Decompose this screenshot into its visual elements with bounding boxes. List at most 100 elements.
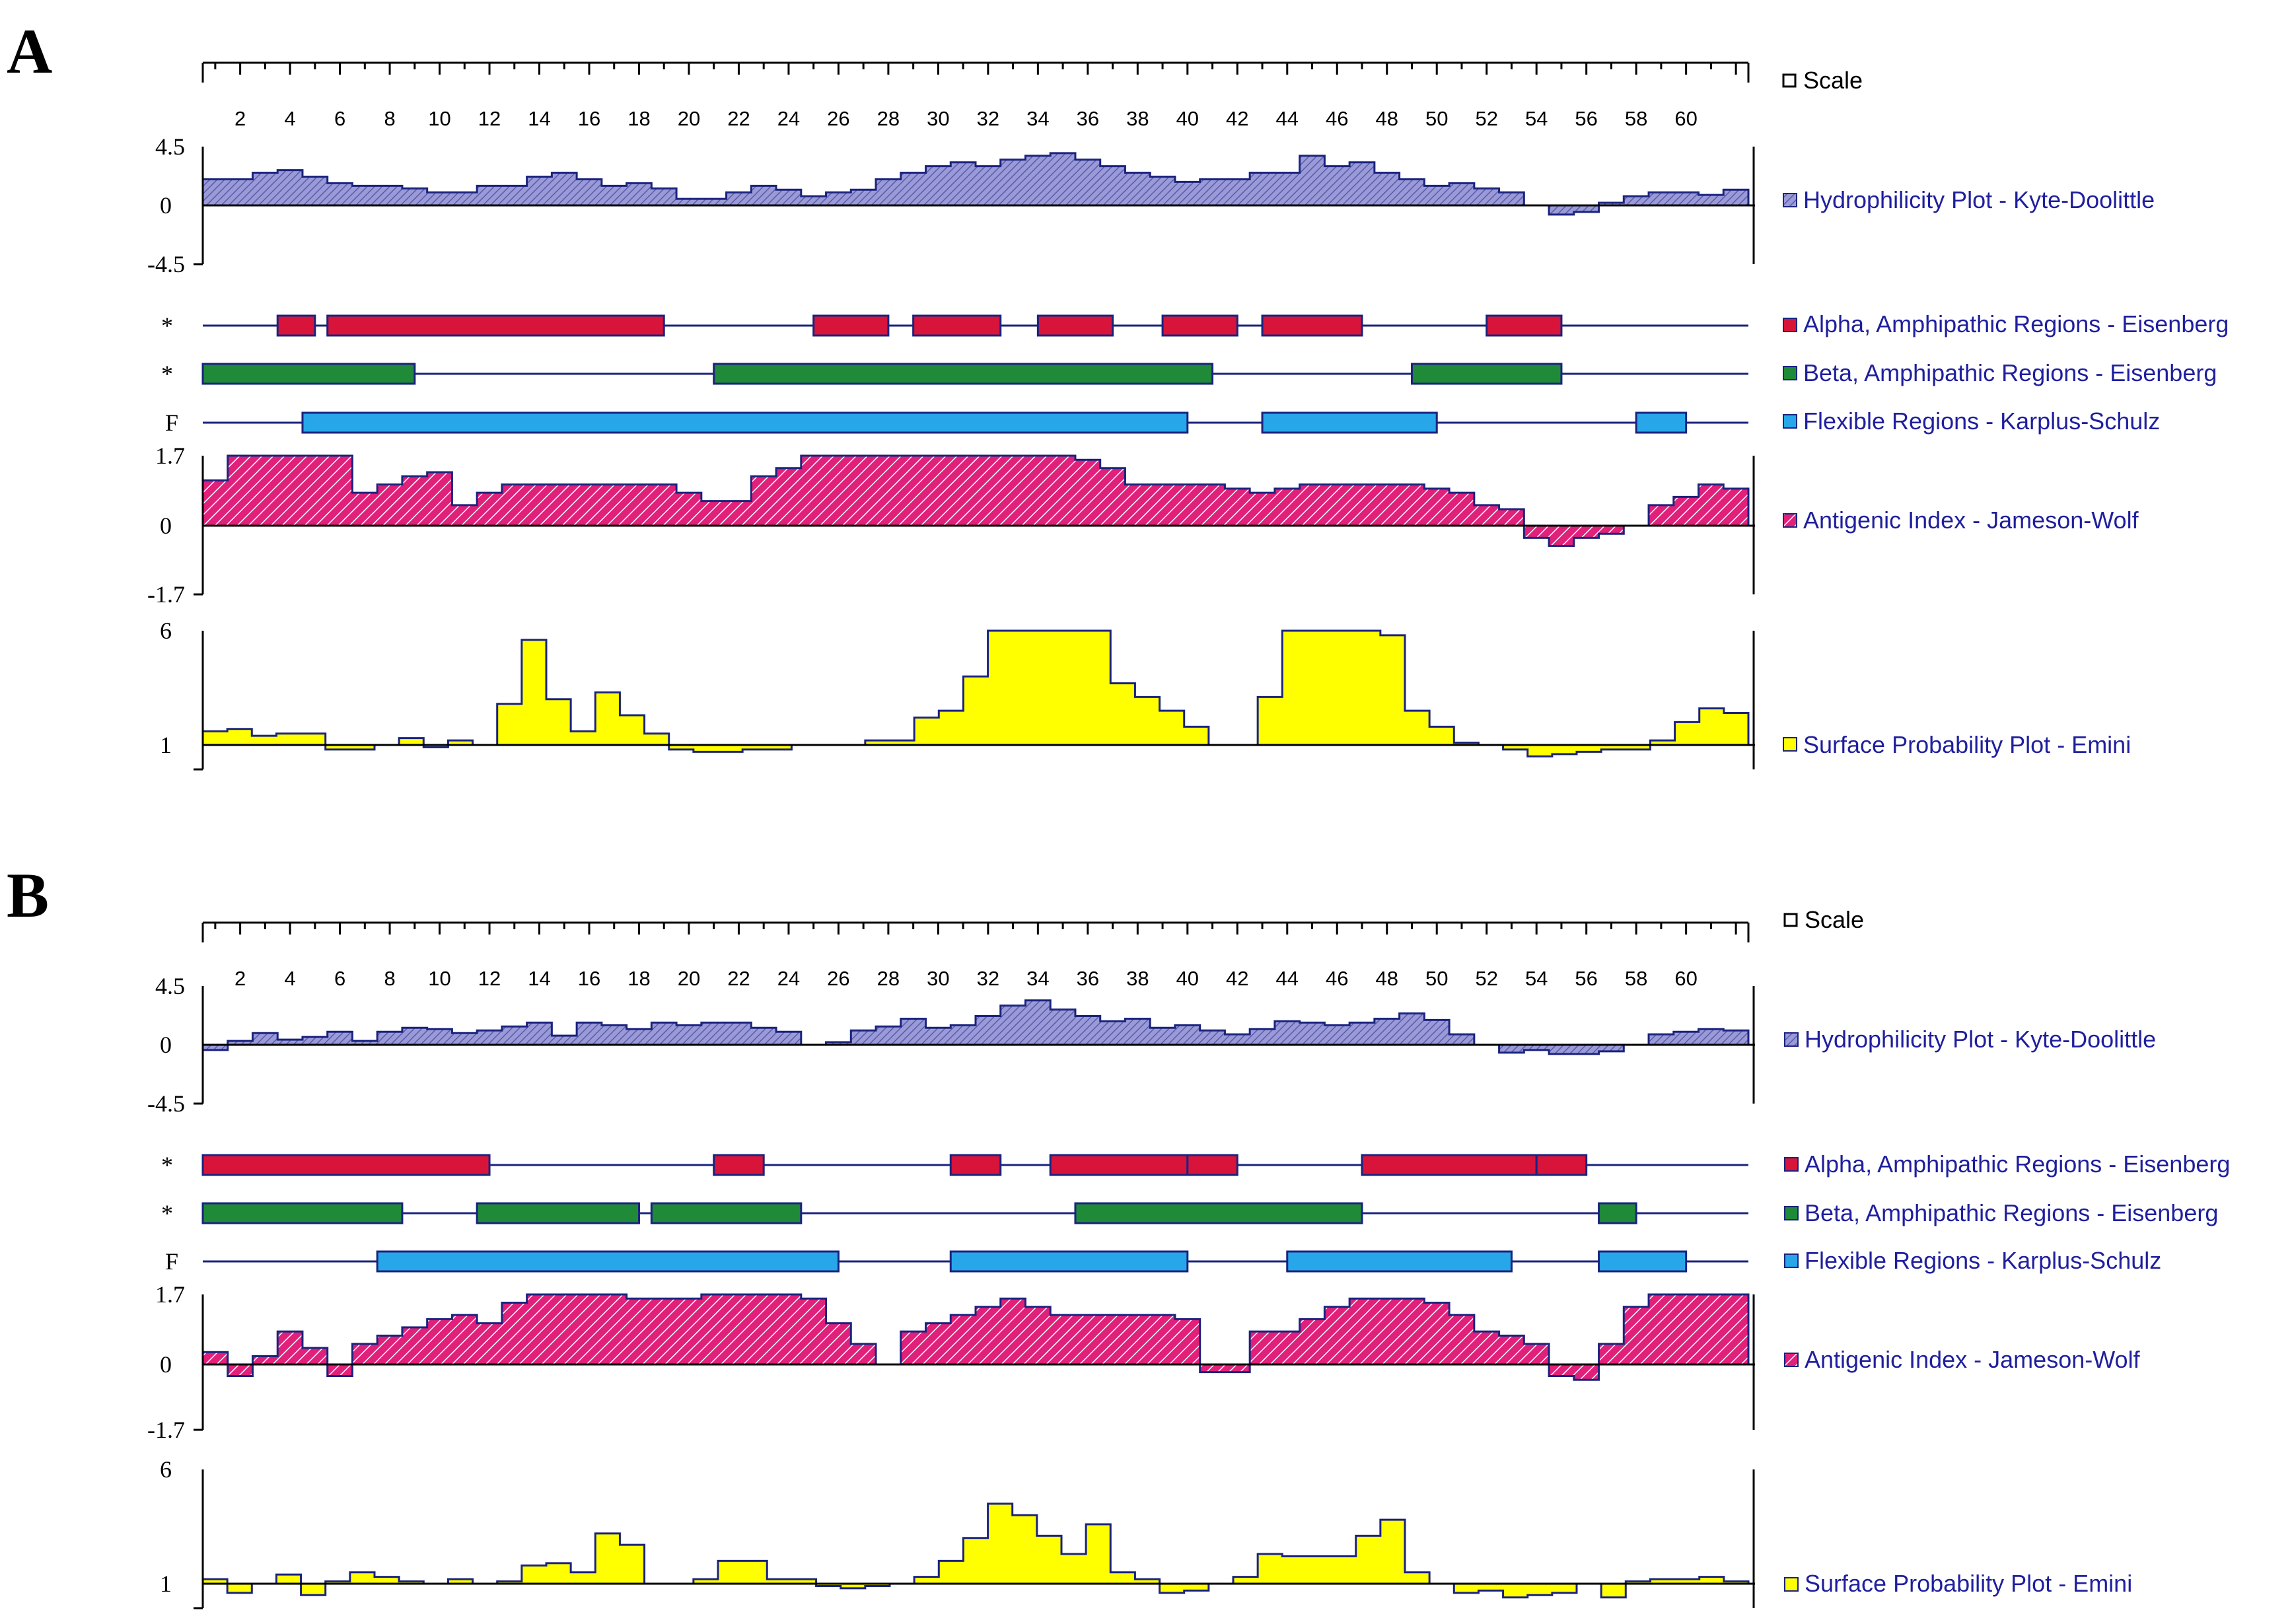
legend-scale: Scale <box>1805 906 1864 933</box>
antigenic-plot <box>201 1293 1750 1381</box>
panel-a-legend: Scale Hydrophilicity Plot - Kyte-Doolitt… <box>1782 67 2229 758</box>
x-tick-label: 22 <box>727 967 750 990</box>
surface-y-tick-max: 6 <box>160 618 172 644</box>
panel-a-letter: A <box>7 16 52 87</box>
legend-surface: Surface Probability Plot - Emini <box>1803 731 2131 758</box>
x-tick-label: 34 <box>1026 967 1049 990</box>
hydro-y-tick-zero: 0 <box>160 192 172 219</box>
x-tick-label: 50 <box>1425 967 1448 990</box>
alpha-region <box>812 314 890 337</box>
legend-surface: Surface Probability Plot - Emini <box>1805 1570 2132 1597</box>
x-tick-label: 56 <box>1575 967 1597 990</box>
scale-swatch <box>1783 913 1798 927</box>
hydro-y-tick-min: -4.5 <box>147 1090 185 1117</box>
x-tick-label: 56 <box>1575 107 1597 130</box>
alpha-region <box>949 1154 1002 1176</box>
surface-y-tick-max: 6 <box>160 1456 172 1483</box>
alpha-region <box>912 314 1002 337</box>
flexible-region <box>1261 411 1438 434</box>
flexible-swatch <box>1784 1253 1799 1268</box>
x-tick-label: 12 <box>478 107 501 130</box>
flexible-region <box>376 1250 840 1273</box>
legend-hydrophilicity: Hydrophilicity Plot - Kyte-Doolittle <box>1803 186 2155 213</box>
x-tick-label: 2 <box>234 107 246 130</box>
x-tick-label: 48 <box>1375 107 1398 130</box>
x-tick-label: 28 <box>877 107 900 130</box>
legend-flexible: Flexible Regions - Karplus-Schulz <box>1805 1247 2161 1274</box>
panel-b-letter: B <box>7 860 49 931</box>
x-tick-label: 6 <box>334 107 345 130</box>
x-tick-label: 4 <box>284 967 295 990</box>
x-tick-label: 28 <box>877 967 900 990</box>
x-tick-label: 46 <box>1326 107 1348 130</box>
scale-swatch <box>1782 73 1797 88</box>
alpha-region <box>713 1154 765 1176</box>
surface-plot <box>201 629 1750 758</box>
flexible-region <box>1286 1250 1513 1273</box>
x-tick-label: 44 <box>1276 967 1299 990</box>
alpha-region <box>1161 314 1238 337</box>
x-tick-label: 38 <box>1126 967 1149 990</box>
surface-plot <box>201 1502 1750 1599</box>
x-tick-label: 58 <box>1625 107 1647 130</box>
x-tick-label: 42 <box>1226 107 1248 130</box>
x-tick-label: 48 <box>1375 967 1398 990</box>
x-tick-label: 18 <box>627 107 650 130</box>
x-tick-label: 42 <box>1226 967 1248 990</box>
legend-beta: Beta, Amphipathic Regions - Eisenberg <box>1805 1199 2218 1226</box>
alpha-region <box>1486 314 1563 337</box>
x-tick-label: 54 <box>1525 967 1548 990</box>
x-tick-label: 44 <box>1276 107 1299 130</box>
hydro-y-tick-zero: 0 <box>160 1032 172 1058</box>
x-tick-label: 52 <box>1475 107 1497 130</box>
x-tick-label: 18 <box>627 967 650 990</box>
x-tick-label: 40 <box>1176 107 1199 130</box>
antigenic-swatch <box>1784 1353 1799 1367</box>
x-tick-label: 4 <box>284 107 295 130</box>
x-tick-label: 36 <box>1077 107 1099 130</box>
surface-swatch <box>1783 737 1797 752</box>
x-tick-label: 36 <box>1077 967 1099 990</box>
x-tick-label: 40 <box>1176 967 1199 990</box>
alpha-region <box>326 314 665 337</box>
x-tick-label: 12 <box>478 967 501 990</box>
panel-b-plot: 2 4 6 8 10 12 14 16 18 20 22 24 26 28 30 32 34 36 38 40 42 44… <box>147 921 1755 1609</box>
x-tick-label: 60 <box>1674 107 1697 130</box>
panel-a: A Scale Hydrophilicity Plot - Kyte-Dooli… <box>7 16 2229 771</box>
x-tick-label: 32 <box>977 967 999 990</box>
hydro-y-tick-max: 4.5 <box>155 133 185 160</box>
x-tick-label: 14 <box>528 967 550 990</box>
x-tick-label: 46 <box>1326 967 1348 990</box>
alpha-region <box>1186 1154 1238 1176</box>
beta-swatch <box>1784 1206 1799 1220</box>
beta-region <box>201 363 416 385</box>
x-tick-label: 14 <box>528 107 550 130</box>
x-tick-label: 16 <box>578 107 600 130</box>
legend-antigenic: Antigenic Index - Jameson-Wolf <box>1803 507 2139 534</box>
alpha-region <box>1361 1154 1538 1176</box>
legend-antigenic: Antigenic Index - Jameson-Wolf <box>1805 1346 2141 1373</box>
x-tick-label: 20 <box>678 107 700 130</box>
legend-hydrophilicity: Hydrophilicity Plot - Kyte-Doolittle <box>1805 1026 2156 1053</box>
anti-y-tick-max: 1.7 <box>155 442 185 469</box>
surface-y-tick-base: 1 <box>160 732 172 758</box>
x-tick-label: 32 <box>977 107 999 130</box>
alpha-region <box>1036 314 1114 337</box>
hydro-y-tick-min: -4.5 <box>147 251 185 277</box>
flexible-region <box>949 1250 1189 1273</box>
x-tick-label: 50 <box>1425 107 1448 130</box>
flexible-region <box>301 411 1189 434</box>
hydro-y-tick-max: 4.5 <box>155 973 185 999</box>
alpha-track-label: * <box>161 312 173 339</box>
hydrophilicity-swatch <box>1784 1032 1799 1047</box>
alpha-region <box>1261 314 1363 337</box>
anti-y-tick-max: 1.7 <box>155 1281 185 1308</box>
alpha-swatch <box>1784 1157 1799 1172</box>
x-tick-label: 54 <box>1525 107 1548 130</box>
x-tick-label: 24 <box>777 107 800 130</box>
x-tick-label: 60 <box>1674 967 1697 990</box>
alpha-region <box>201 1154 491 1176</box>
beta-region <box>1074 1202 1363 1224</box>
antigenic-plot <box>201 454 1750 547</box>
